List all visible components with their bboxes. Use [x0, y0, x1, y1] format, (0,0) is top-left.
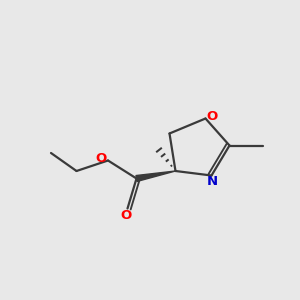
Text: O: O — [95, 152, 107, 166]
Text: O: O — [120, 208, 132, 222]
Polygon shape — [136, 171, 176, 181]
Text: N: N — [207, 175, 218, 188]
Text: O: O — [206, 110, 218, 124]
